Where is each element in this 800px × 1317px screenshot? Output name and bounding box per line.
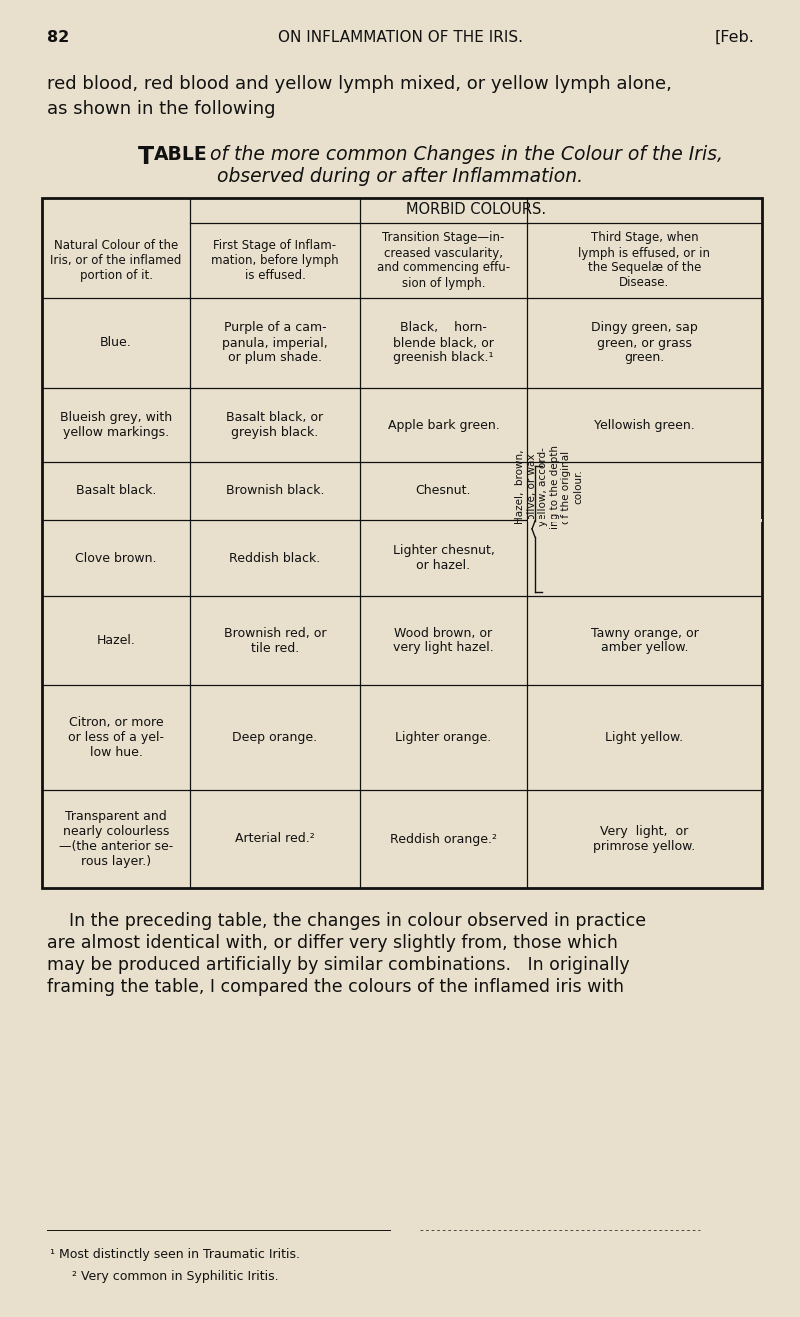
Text: MORBID COLOURS.: MORBID COLOURS. (406, 202, 546, 217)
Text: Hazel.: Hazel. (97, 633, 135, 647)
Text: observed during or after Inflammation.: observed during or after Inflammation. (217, 167, 583, 186)
Text: In the preceding table, the changes in colour observed in practice: In the preceding table, the changes in c… (47, 911, 646, 930)
Text: ON INFLAMMATION OF THE IRIS.: ON INFLAMMATION OF THE IRIS. (278, 30, 522, 45)
Text: ² Very common in Syphilitic Iritis.: ² Very common in Syphilitic Iritis. (72, 1270, 278, 1283)
Text: Hazel,  brown,
olive, or wax
yellow, accord-
ing to the depth
of the original
co: Hazel, brown, olive, or wax yellow, acco… (515, 445, 583, 529)
Text: Purple of a cam-
panula, imperial,
or plum shade.: Purple of a cam- panula, imperial, or pl… (222, 321, 328, 365)
Text: red blood, red blood and yellow lymph mixed, or yellow lymph alone,: red blood, red blood and yellow lymph mi… (47, 75, 672, 94)
Bar (42, 198, 762, 888)
Text: Black,    horn-
blende black, or
greenish black.¹: Black, horn- blende black, or greenish b… (393, 321, 494, 365)
Text: Apple bark green.: Apple bark green. (388, 419, 499, 432)
Text: Wood brown, or
very light hazel.: Wood brown, or very light hazel. (393, 627, 494, 655)
Text: Brownish red, or
tile red.: Brownish red, or tile red. (224, 627, 326, 655)
Text: Tawny orange, or
amber yellow.: Tawny orange, or amber yellow. (590, 627, 698, 655)
Text: Blueish grey, with
yellow markings.: Blueish grey, with yellow markings. (60, 411, 172, 439)
Bar (527, 519, 762, 522)
Text: framing the table, I compared the colours of the inflamed iris with: framing the table, I compared the colour… (47, 979, 624, 996)
Text: Basalt black, or
greyish black.: Basalt black, or greyish black. (226, 411, 323, 439)
Text: T: T (138, 145, 154, 169)
Text: ABLE: ABLE (154, 145, 208, 165)
Text: Natural Colour of the
Iris, or of the inflamed
portion of it.: Natural Colour of the Iris, or of the in… (50, 238, 182, 282)
Text: may be produced artificially by similar combinations.   In originally: may be produced artificially by similar … (47, 956, 630, 975)
Text: Reddish black.: Reddish black. (230, 552, 321, 565)
Text: Light yellow.: Light yellow. (606, 731, 683, 744)
Text: First Stage of Inflam-
mation, before lymph
is effused.: First Stage of Inflam- mation, before ly… (211, 238, 339, 282)
Text: Blue.: Blue. (100, 337, 132, 349)
Text: are almost identical with, or differ very slightly from, those which: are almost identical with, or differ ver… (47, 934, 618, 952)
Text: Yellowish green.: Yellowish green. (594, 419, 695, 432)
Text: Chesnut.: Chesnut. (416, 485, 471, 498)
Text: 82: 82 (47, 30, 70, 45)
Text: Very  light,  or
primrose yellow.: Very light, or primrose yellow. (594, 824, 696, 853)
Text: [Feb.: [Feb. (715, 30, 755, 45)
Text: Citron, or more
or less of a yel-
low hue.: Citron, or more or less of a yel- low hu… (68, 716, 164, 759)
Text: Reddish orange.²: Reddish orange.² (390, 832, 497, 846)
Text: Lighter chesnut,
or hazel.: Lighter chesnut, or hazel. (393, 544, 494, 572)
Text: Deep orange.: Deep orange. (233, 731, 318, 744)
Text: Transition Stage—in-
creased vascularity,
and commencing effu-
sion of lymph.: Transition Stage—in- creased vascularity… (377, 232, 510, 290)
Text: Transparent and
nearly colourless
—(the anterior se-
rous layer.): Transparent and nearly colourless —(the … (59, 810, 173, 868)
Text: as shown in the following: as shown in the following (47, 100, 275, 119)
Text: Basalt black.: Basalt black. (76, 485, 156, 498)
Text: Lighter orange.: Lighter orange. (395, 731, 492, 744)
Text: of the more common Changes in the Colour of the Iris,: of the more common Changes in the Colour… (204, 145, 723, 165)
Text: Third Stage, when
lymph is effused, or in
the Sequelæ of the
Disease.: Third Stage, when lymph is effused, or i… (578, 232, 710, 290)
Text: Arterial red.²: Arterial red.² (235, 832, 315, 846)
Text: Clove brown.: Clove brown. (75, 552, 157, 565)
Text: ¹ Most distinctly seen in Traumatic Iritis.: ¹ Most distinctly seen in Traumatic Irit… (50, 1249, 300, 1260)
Text: Dingy green, sap
green, or grass
green.: Dingy green, sap green, or grass green. (591, 321, 698, 365)
Text: Brownish black.: Brownish black. (226, 485, 324, 498)
